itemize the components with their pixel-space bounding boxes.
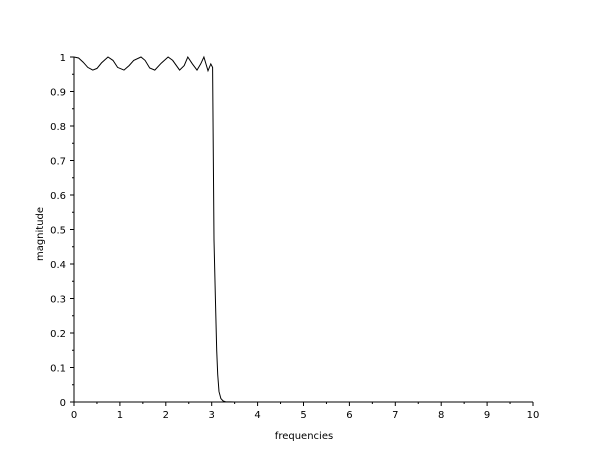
x-tick-label: 3 <box>209 410 215 421</box>
axes: 0 1 2 3 4 5 6 7 8 9 10 0 0.1 0.2 0.3 0.4 0.5 0.6 0.7 0.8 0.9… <box>50 53 539 421</box>
y-axis-label: magnitude <box>35 207 46 261</box>
x-tick-label: 8 <box>438 410 444 421</box>
x-tick-label: 0 <box>71 410 77 421</box>
x-tick-label: 1 <box>117 410 123 421</box>
y-tick-label: 0.4 <box>50 260 66 271</box>
x-tick-label: 6 <box>346 410 352 421</box>
x-tick-label: 4 <box>254 410 260 421</box>
y-tick-label: 0.5 <box>50 226 66 237</box>
x-axis-label: frequencies <box>275 431 333 442</box>
y-tick-label: 0.7 <box>50 157 66 168</box>
y-tick-label: 0.6 <box>50 191 66 202</box>
y-tick-label: 0 <box>60 398 66 409</box>
y-tick-label: 1 <box>60 53 66 64</box>
y-tick-label: 0.9 <box>50 88 66 99</box>
x-tick-label: 9 <box>484 410 490 421</box>
y-tick-label: 0.2 <box>50 329 66 340</box>
y-tick-label: 0.3 <box>50 295 66 306</box>
y-tick-label: 0.8 <box>50 122 66 133</box>
x-tick-label: 7 <box>392 410 398 421</box>
series-line <box>73 55 533 403</box>
x-tick-label: 2 <box>163 410 169 421</box>
y-tick-label: 0.1 <box>50 364 66 375</box>
x-tick-label: 5 <box>300 410 306 421</box>
x-tick-label: 10 <box>527 410 540 421</box>
